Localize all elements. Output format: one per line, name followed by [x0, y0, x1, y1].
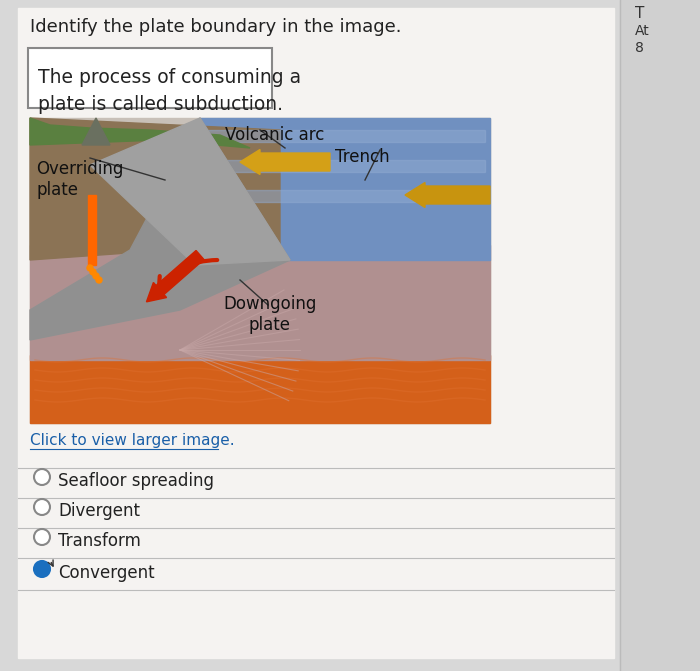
Bar [18, 8, 614, 658]
Text: Divergent: Divergent [58, 502, 140, 520]
Circle shape [35, 500, 49, 514]
Bar [30, 355, 490, 423]
Bar [205, 130, 485, 142]
Text: Downgoing
plate: Downgoing plate [223, 295, 316, 333]
Circle shape [93, 273, 99, 279]
Polygon shape [82, 118, 110, 145]
Text: The process of consuming a
plate is called subduction.: The process of consuming a plate is call… [38, 68, 301, 113]
Text: Trench: Trench [335, 148, 390, 166]
Text: Volcanic arc: Volcanic arc [225, 126, 324, 144]
Bar [205, 190, 485, 202]
Text: Overriding
plate: Overriding plate [36, 160, 123, 199]
Text: Convergent: Convergent [58, 564, 155, 582]
Circle shape [35, 530, 49, 544]
Circle shape [87, 265, 93, 271]
Text: Click to view larger image.: Click to view larger image. [30, 433, 235, 448]
Bar [205, 160, 485, 172]
Circle shape [35, 562, 49, 576]
Text: 8: 8 [635, 41, 644, 55]
Text: T: T [635, 6, 645, 21]
Circle shape [35, 470, 49, 484]
Bar [620, 0, 700, 671]
Text: At: At [635, 24, 650, 38]
Polygon shape [30, 118, 280, 260]
Polygon shape [200, 118, 490, 260]
Bar [88, 195, 96, 265]
Circle shape [96, 277, 102, 283]
Polygon shape [90, 118, 290, 265]
FancyArrow shape [240, 150, 330, 174]
Text: Transform: Transform [58, 532, 141, 550]
FancyBboxPatch shape [28, 48, 272, 108]
Polygon shape [30, 118, 290, 340]
Bar [30, 245, 490, 360]
FancyArrow shape [405, 183, 490, 207]
Circle shape [90, 269, 96, 275]
Text: Seafloor spreading: Seafloor spreading [58, 472, 214, 490]
Text: Identify the plate boundary in the image.: Identify the plate boundary in the image… [30, 18, 402, 36]
FancyArrow shape [146, 250, 204, 302]
Polygon shape [30, 118, 250, 148]
Bar [30, 118, 490, 423]
